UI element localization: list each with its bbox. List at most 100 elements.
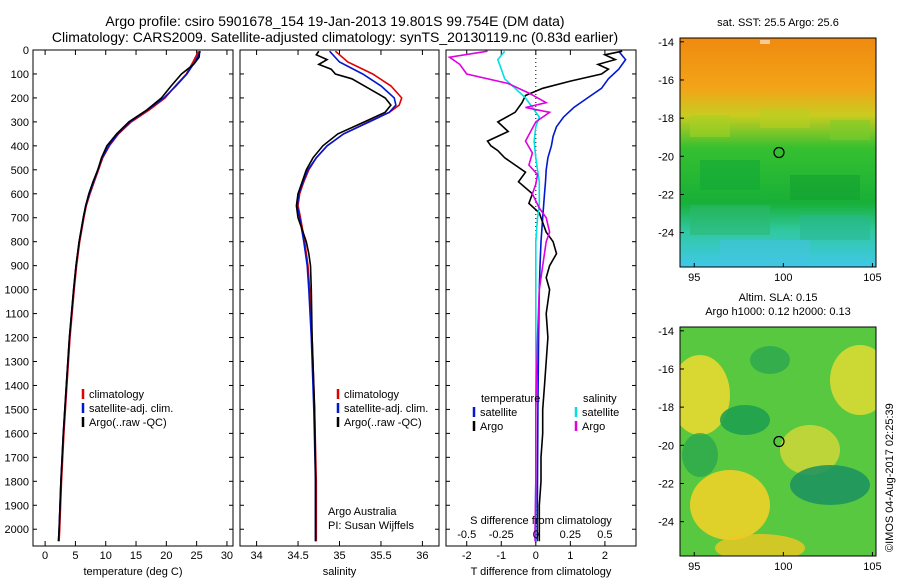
top-tick-label: 0	[533, 529, 539, 541]
x-tick-label: 34	[250, 550, 262, 562]
x-tick-label: 10	[100, 550, 112, 562]
sla-map-title-line2: Argo h1000: 0.12 h2000: 0.13	[705, 306, 851, 318]
map-x-tick-label: 95	[688, 561, 700, 573]
legend-title-salinity: salinity	[583, 393, 617, 405]
argo-location-marker	[773, 435, 785, 448]
y-tick-label: 500	[11, 165, 29, 177]
series-line-climatology	[297, 50, 403, 542]
x-tick-label: 36	[416, 550, 428, 562]
map-x-tick-label: 105	[863, 561, 881, 573]
sla-map-frame	[679, 326, 877, 557]
top-tick-label: 0.25	[560, 529, 581, 541]
x-tick-label: 2	[602, 550, 608, 562]
legend-label: satellite	[480, 407, 517, 419]
top-tick-label: -0.5	[457, 529, 476, 541]
annotation-text: PI: Susan Wijffels	[328, 520, 414, 532]
x-tick-label: 15	[130, 550, 142, 562]
series-line-climatology	[58, 50, 200, 542]
temperature-x-axis-label: temperature (deg C)	[83, 566, 182, 578]
map-y-tick-label: -20	[658, 440, 674, 452]
legend-label: satellite-adj. clim.	[89, 403, 173, 415]
legend-label: Argo	[480, 421, 503, 433]
series-line-s-satellite	[496, 50, 541, 542]
y-tick-label: 200	[11, 93, 29, 105]
y-tick-label: 1400	[5, 380, 29, 392]
argo-location-marker	[773, 146, 785, 159]
y-tick-label: 800	[11, 237, 29, 249]
legend-label: climatology	[89, 389, 145, 401]
y-tick-label: 300	[11, 117, 29, 129]
map-y-tick-label: -22	[658, 478, 674, 490]
series-line-t-argo	[486, 50, 623, 542]
map-x-tick-label: 95	[688, 272, 700, 284]
map-y-tick-label: -24	[658, 228, 674, 240]
y-tick-label: 1500	[5, 404, 29, 416]
sst-map-panel: sat. SST: 25.5 Argo: 25.6 95 100 105 -14 -16…	[658, 17, 882, 284]
sla-map-title-line1: Altim. SLA: 0.15	[739, 292, 818, 304]
top-axis-label: S difference from climatology	[470, 515, 612, 527]
map-y-tick-label: -24	[658, 517, 674, 529]
x-tick-label: 0	[533, 550, 539, 562]
credit-text: ©IMOS 04-Aug-2017 02:25:39	[884, 403, 896, 552]
x-tick-label: 25	[191, 550, 203, 562]
legend-label: satellite-adj. clim.	[344, 403, 428, 415]
x-tick-label: 0	[42, 550, 48, 562]
y-tick-label: 100	[11, 69, 29, 81]
salinity-x-axis-label: salinity	[323, 566, 357, 578]
x-tick-label: 34.5	[287, 550, 308, 562]
y-tick-label: 1000	[5, 285, 29, 297]
difference-panel: -2 -1 0 1 2 T difference from climatology temp…	[445, 49, 637, 578]
y-tick-label: 700	[11, 213, 29, 225]
legend-title-temperature: temperature	[481, 393, 540, 405]
y-tick-label: 900	[11, 261, 29, 273]
map-y-tick-label: -18	[658, 402, 674, 414]
y-tick-label: 400	[11, 141, 29, 153]
y-tick-label: 1600	[5, 428, 29, 440]
series-line-t-satellite	[536, 50, 627, 542]
map-x-tick-label: 100	[774, 561, 792, 573]
y-tick-label: 0	[23, 45, 29, 57]
legend-label: satellite	[582, 407, 619, 419]
map-y-tick-label: -16	[658, 75, 674, 87]
difference-frame	[445, 49, 637, 547]
sst-map-title: sat. SST: 25.5 Argo: 25.6	[717, 17, 839, 29]
top-tick-label: 0.5	[597, 529, 612, 541]
y-tick-label: 1800	[5, 476, 29, 488]
map-y-tick-label: -16	[658, 364, 674, 376]
y-tick-label: 600	[11, 189, 29, 201]
salinity-frame	[239, 49, 440, 547]
series-line-argo-raw-qc-	[57, 51, 201, 542]
temperature-frame	[32, 49, 234, 547]
x-tick-label: -2	[462, 550, 472, 562]
series-line-argo-raw-qc-	[295, 50, 392, 542]
difference-x-axis-label: T difference from climatology	[471, 566, 612, 578]
x-tick-label: 35	[333, 550, 345, 562]
y-tick-label: 1300	[5, 356, 29, 368]
sst-map-frame	[679, 37, 877, 268]
figure-title-line1: Argo profile: csiro 5901678_154 19-Jan-2…	[105, 13, 565, 29]
map-x-tick-label: 100	[774, 272, 792, 284]
figure-title-line2: Climatology: CARS2009. Satellite-adjuste…	[51, 29, 619, 45]
sst-texture	[690, 40, 870, 267]
x-tick-label: -1	[496, 550, 506, 562]
x-tick-label: 35.5	[370, 550, 391, 562]
map-y-tick-label: -14	[658, 326, 674, 338]
y-tick-label: 1100	[5, 309, 29, 321]
map-y-tick-label: -18	[658, 113, 674, 125]
y-tick-label: 1700	[5, 452, 29, 464]
legend-label: Argo	[582, 421, 605, 433]
top-tick-label: -0.25	[489, 529, 514, 541]
legend-label: Argo(..raw -QC)	[89, 417, 167, 429]
legend-label: climatology	[344, 389, 400, 401]
x-tick-label: 5	[72, 550, 78, 562]
map-y-tick-label: -20	[658, 151, 674, 163]
y-tick-label: 1900	[5, 500, 29, 512]
sla-map-panel: Altim. SLA: 0.15 Argo h1000: 0.12 h2000:…	[658, 292, 882, 573]
legend-label: Argo(..raw -QC)	[344, 417, 422, 429]
x-tick-label: 20	[160, 550, 172, 562]
y-tick-label: 1200	[5, 333, 29, 345]
annotation-text: Argo Australia	[328, 506, 397, 518]
map-x-tick-label: 105	[863, 272, 881, 284]
temperature-panel: 0 5 10 15 20 25 30 temperature (deg C) 0 100 200 30…	[5, 45, 234, 578]
